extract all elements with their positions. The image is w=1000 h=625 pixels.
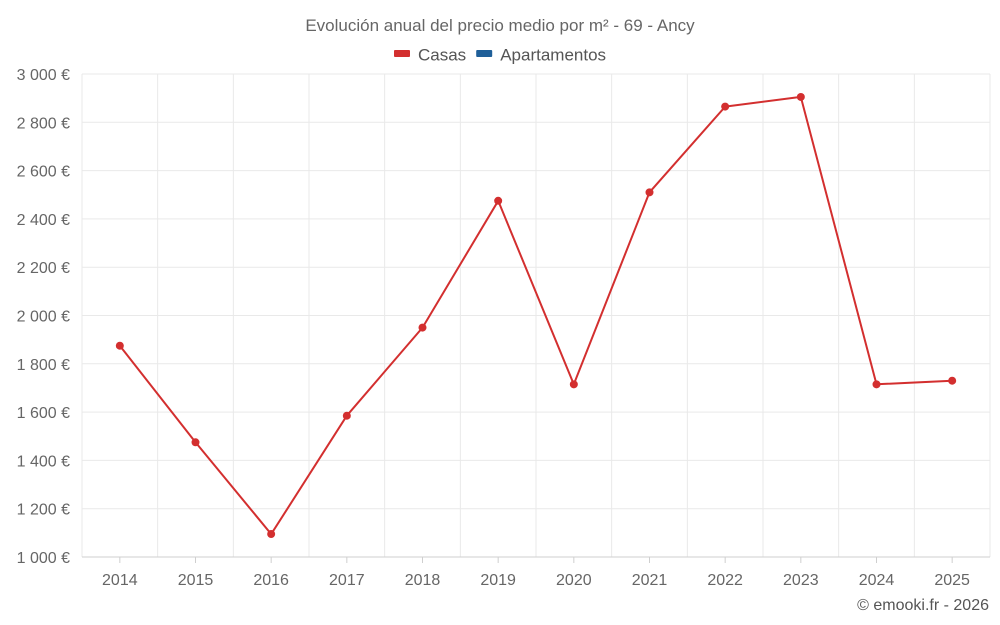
- data-point-casas[interactable]: [342, 411, 351, 420]
- y-tick-label: 2 400 €: [17, 212, 70, 229]
- x-tick-label: 2019: [480, 572, 516, 589]
- y-tick-label: 1 600 €: [17, 405, 70, 422]
- data-point-casas[interactable]: [948, 376, 957, 385]
- x-tick-label: 2017: [329, 572, 365, 589]
- chart-series: [115, 92, 957, 539]
- x-tick-label: 2018: [405, 572, 441, 589]
- legend-label: Casas: [418, 45, 466, 64]
- legend-item-casas[interactable]: Casas: [394, 45, 466, 64]
- x-tick-label: 2015: [178, 572, 214, 589]
- y-axis: 1 000 € 1 200 € 1 400 € 1 600 € 1 800 € 2 000…: [17, 67, 70, 567]
- legend-swatch: [476, 50, 493, 57]
- data-point-casas[interactable]: [115, 341, 124, 350]
- chart-title: Evolución anual del precio medio por m² …: [305, 16, 695, 35]
- legend-item-apartamentos[interactable]: Apartamentos: [476, 45, 606, 64]
- data-point-casas[interactable]: [721, 102, 730, 111]
- data-point-casas[interactable]: [569, 380, 578, 389]
- y-tick-label: 2 600 €: [17, 164, 70, 181]
- data-point-casas[interactable]: [418, 323, 427, 332]
- x-axis: 2014 2015 2016 2017 2018 2019 2020 2021 2022 2023…: [82, 556, 990, 589]
- data-point-casas[interactable]: [872, 380, 881, 389]
- chart-grid: [81, 73, 991, 558]
- y-tick-label: 2 200 €: [17, 260, 70, 277]
- x-tick-label: 2014: [102, 572, 138, 589]
- chart-legend: Casas Apartamentos: [394, 45, 606, 64]
- y-tick-label: 1 800 €: [17, 357, 70, 374]
- data-point-casas[interactable]: [645, 188, 654, 197]
- y-tick-label: 3 000 €: [17, 67, 70, 84]
- x-tick-label: 2016: [253, 572, 289, 589]
- x-tick-label: 2021: [632, 572, 668, 589]
- y-tick-label: 1 200 €: [17, 502, 70, 519]
- legend-label: Apartamentos: [500, 45, 606, 64]
- legend-swatch: [394, 50, 410, 57]
- x-tick-label: 2023: [783, 572, 819, 589]
- chart-credits: © emooki.fr - 2026: [857, 597, 989, 614]
- series-line-casas: [119, 95, 953, 536]
- y-tick-label: 2 000 €: [17, 309, 70, 326]
- y-tick-label: 1 000 €: [17, 550, 70, 567]
- x-tick-label: 2022: [707, 572, 743, 589]
- x-tick-label: 2024: [859, 572, 895, 589]
- data-point-casas[interactable]: [191, 438, 200, 447]
- x-tick-label: 2025: [934, 572, 970, 589]
- data-point-casas[interactable]: [267, 530, 276, 539]
- y-tick-label: 1 400 €: [17, 453, 70, 470]
- data-point-casas[interactable]: [494, 196, 503, 205]
- data-point-casas[interactable]: [796, 92, 805, 101]
- y-tick-label: 2 800 €: [17, 115, 70, 132]
- x-tick-label: 2020: [556, 572, 592, 589]
